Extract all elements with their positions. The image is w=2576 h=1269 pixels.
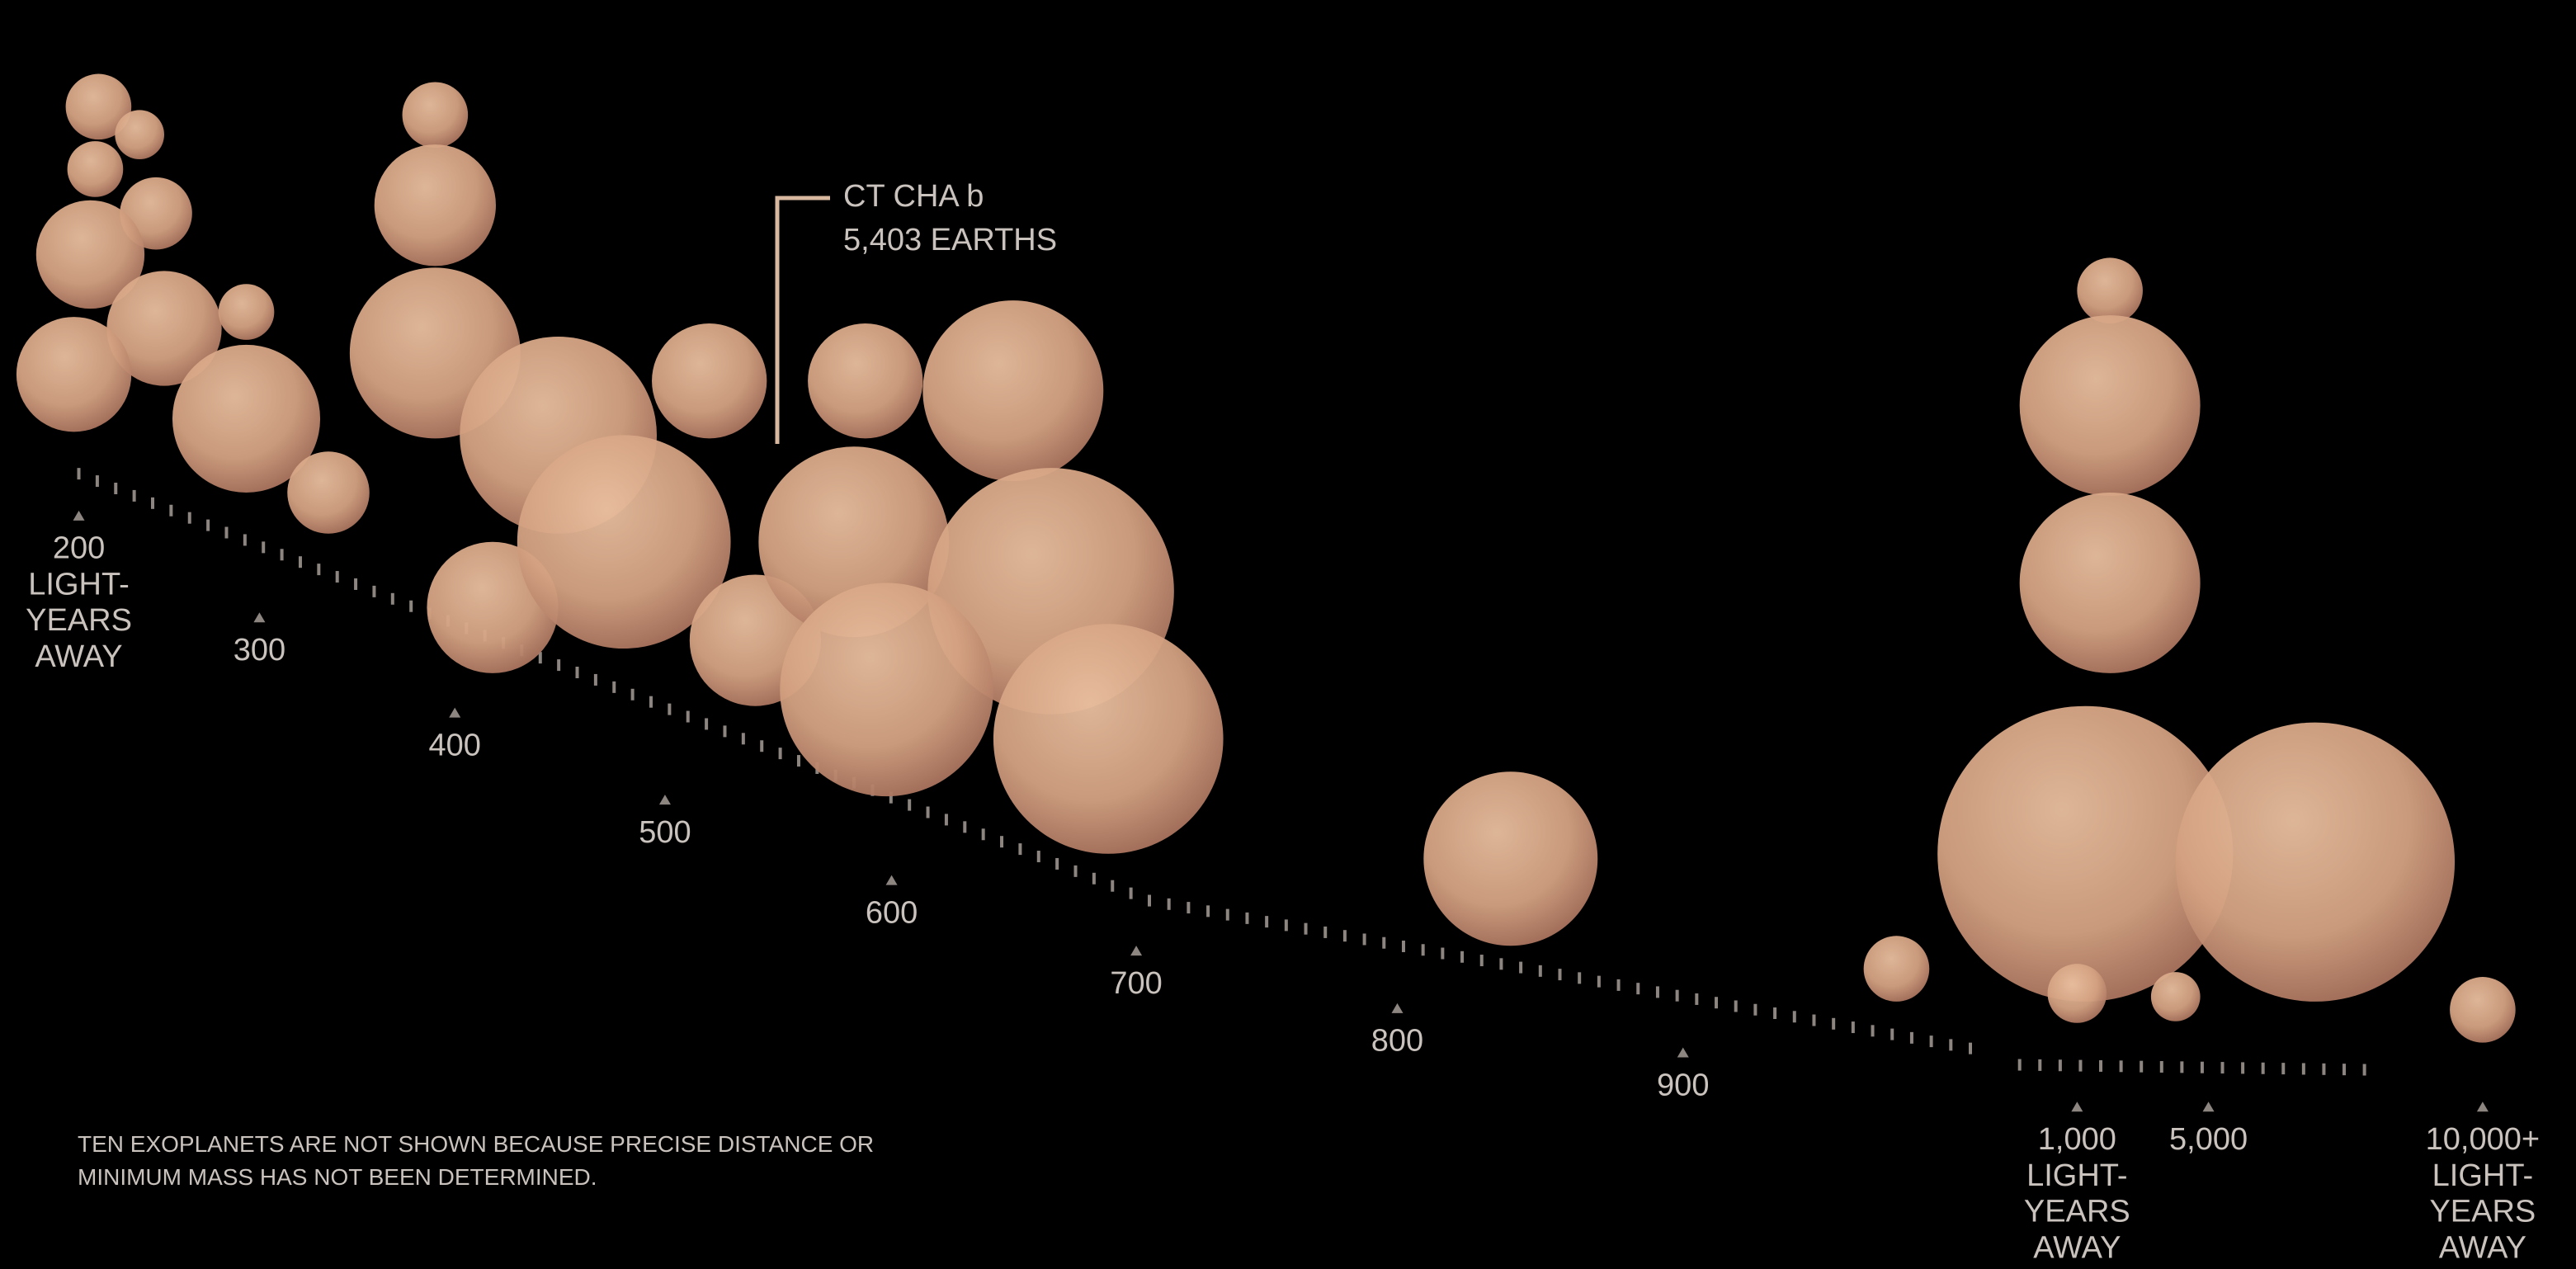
planet-bubble xyxy=(172,344,321,493)
axis-label: 300 xyxy=(234,633,285,668)
tick-pointer xyxy=(2202,1102,2215,1112)
planet-bubble xyxy=(2150,972,2201,1021)
annotation-mass: 5,403 EARTHS xyxy=(843,223,1057,257)
axis-label: YEARS xyxy=(26,603,132,638)
annotation-leader xyxy=(775,196,830,444)
axis-label: 1,000 xyxy=(2038,1122,2116,1157)
tick-pointer xyxy=(885,875,898,885)
axis-label: 700 xyxy=(1110,966,1162,1001)
axis-label: 400 xyxy=(429,728,481,762)
tick-pointer xyxy=(1130,946,1143,956)
planet-bubble xyxy=(402,82,469,149)
axis-label: 5,000 xyxy=(2169,1122,2248,1157)
planet-bubbles xyxy=(16,73,2516,1043)
axis-label: AWAY xyxy=(2033,1230,2121,1265)
planet-bubble xyxy=(652,323,767,439)
tick-pointer xyxy=(73,510,85,521)
planet-bubble xyxy=(2019,493,2201,673)
planet-bubble xyxy=(993,624,1224,854)
planet-bubble xyxy=(1937,705,2234,1002)
axis-label: LIGHT- xyxy=(2026,1158,2127,1193)
planet-bubble xyxy=(287,451,370,534)
annotation-name: CT CHA b xyxy=(843,179,984,214)
axis-label: 10,000+ xyxy=(2426,1122,2540,1157)
planet-bubble xyxy=(517,435,731,649)
planet-bubble xyxy=(1863,936,1930,1002)
tick-pointer xyxy=(658,795,671,805)
axis-label: AWAY xyxy=(2439,1230,2526,1265)
axis-label: 200 xyxy=(53,531,105,566)
tick-pointer xyxy=(253,612,266,623)
axis-label: 500 xyxy=(639,815,691,850)
axis-label: AWAY xyxy=(35,639,122,674)
planet-bubble xyxy=(808,323,923,439)
planet-bubble xyxy=(374,144,496,267)
planet-bubble xyxy=(16,317,132,432)
planet-bubble xyxy=(65,73,132,140)
planet-bubble xyxy=(2047,964,2107,1023)
axis-label: YEARS xyxy=(2429,1195,2536,1229)
planet-bubble xyxy=(2019,315,2201,496)
tick-pointer xyxy=(1391,1002,1404,1013)
axis-label: LIGHT- xyxy=(2432,1158,2533,1193)
planet-bubble xyxy=(35,200,145,309)
planet-bubble xyxy=(115,110,164,160)
axis-label: 600 xyxy=(866,895,918,930)
planet-bubble xyxy=(2450,977,2516,1043)
planet-bubble xyxy=(106,271,222,386)
tick-pointer xyxy=(449,707,461,718)
footnote-line: TEN EXOPLANETS ARE NOT SHOWN BECAUSE PRE… xyxy=(78,1131,874,1157)
planet-bubble xyxy=(218,284,275,340)
planet-bubble xyxy=(1423,771,1598,946)
axis-label: LIGHT- xyxy=(28,567,129,601)
tick-pointer xyxy=(2071,1102,2083,1112)
axis-label: 800 xyxy=(1371,1024,1423,1059)
planet-bubble xyxy=(67,141,124,197)
planet-bubble xyxy=(2077,257,2143,324)
axis-label: 900 xyxy=(1657,1068,1709,1102)
axis-label: YEARS xyxy=(2024,1195,2130,1229)
planet-bubble xyxy=(922,300,1104,482)
planet-bubble xyxy=(780,583,993,797)
tick-pointer xyxy=(2476,1102,2489,1112)
footnote-line: MINIMUM MASS HAS NOT BEEN DETERMINED. xyxy=(78,1164,597,1190)
planet-bubble xyxy=(2175,722,2456,1002)
tick-pointer xyxy=(1677,1047,1689,1058)
